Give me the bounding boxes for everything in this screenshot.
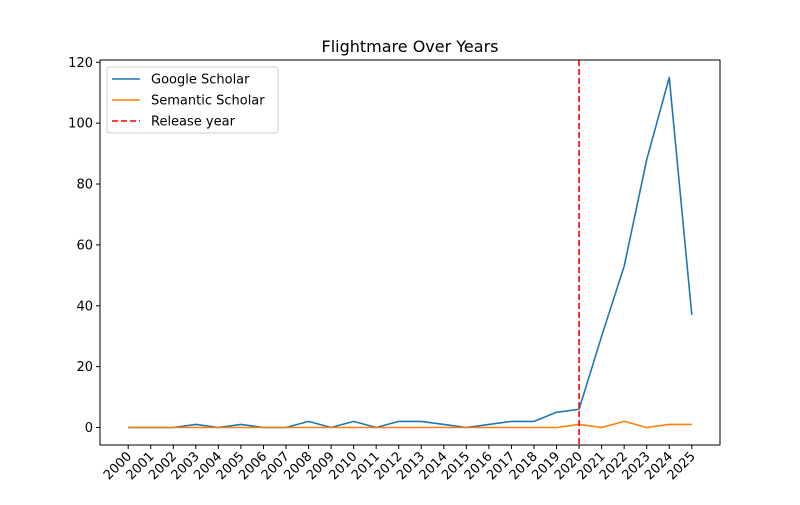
y-tick-label: 120	[68, 56, 93, 71]
y-tick-label: 40	[76, 299, 93, 314]
plot-frame	[99, 59, 721, 446]
series-line-semantic-scholar	[128, 420, 692, 429]
legend: Google Scholar Semantic Scholar Release ye…	[106, 66, 279, 134]
legend-label: Semantic Scholar	[151, 94, 265, 109]
legend-label: Google Scholar	[151, 73, 250, 88]
legend-box	[106, 66, 279, 134]
y-tick-label: 0	[85, 421, 93, 436]
y-tick-label: 60	[76, 238, 93, 253]
legend-label: Release year	[151, 115, 236, 130]
chart-title: Flightmare Over Years	[322, 37, 499, 56]
plot-area	[128, 60, 693, 445]
y-tick-label: 100	[68, 117, 93, 132]
y-tick-label: 80	[76, 178, 93, 193]
y-tick-label: 20	[76, 360, 93, 375]
